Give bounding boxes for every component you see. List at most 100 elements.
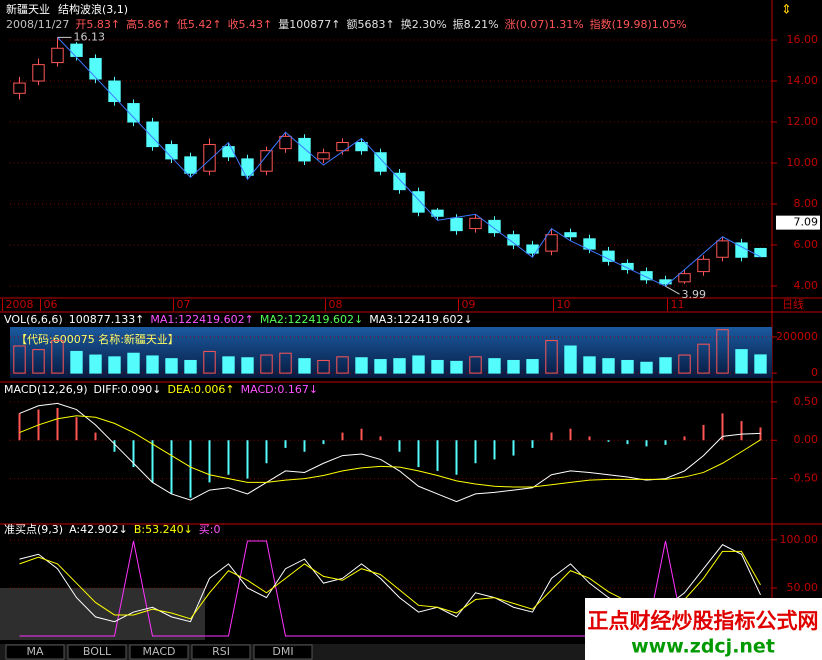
tab[interactable] — [191, 644, 251, 660]
volume-bar — [602, 358, 615, 374]
scroll-icon[interactable]: ⇕ — [781, 3, 792, 18]
candle-body — [621, 262, 634, 271]
volume-bar — [13, 345, 26, 374]
volume-bar — [184, 359, 197, 374]
trough-leader — [665, 285, 680, 295]
candle-body — [70, 43, 83, 57]
tab-label[interactable]: MA — [26, 645, 43, 658]
volume-bar — [621, 359, 634, 374]
readout-text: MA3:122419.602↓ — [369, 313, 472, 326]
x-tick-label: 06 — [44, 298, 58, 311]
readout-text: 低5.42↑ — [177, 18, 222, 31]
readout-text: 振8.21% — [453, 17, 499, 31]
period-label: 日线 — [782, 297, 804, 311]
tab[interactable] — [67, 644, 127, 660]
volume-bar — [697, 343, 710, 374]
tab[interactable] — [129, 644, 189, 660]
readout-text: 指数(19.98)1.05% — [590, 17, 687, 31]
volume-bar — [127, 352, 140, 374]
wave-line — [57, 37, 761, 287]
candle-body — [336, 142, 349, 152]
volume-bar — [317, 359, 330, 374]
y-tick-label: -0.50 — [790, 472, 818, 485]
volume-bar — [754, 354, 767, 374]
watermark-url: www.zdcj.net — [631, 636, 775, 658]
tab-label[interactable]: BOLL — [83, 645, 112, 658]
volume-bar — [260, 354, 273, 374]
panel-title: 准买点(9,3) — [4, 523, 63, 536]
volume-bar — [336, 356, 349, 374]
candle-body — [431, 209, 444, 217]
y-tick-label: 0.50 — [794, 395, 819, 408]
volume-bar — [469, 356, 482, 374]
indicator-name: 结构波浪(3,1) — [58, 2, 128, 16]
macd-line — [19, 415, 761, 488]
macd-line — [19, 402, 761, 503]
candle-body — [203, 144, 216, 172]
x-tick-label: 2008 — [6, 298, 34, 311]
tab-label[interactable]: DMI — [272, 645, 293, 658]
y-tick-label: 50.00 — [787, 581, 819, 594]
candle-body — [298, 137, 311, 162]
readout-text: B:53.240↓ — [134, 523, 193, 536]
candle-body — [754, 247, 767, 258]
candle-body — [146, 121, 159, 148]
candle-body — [450, 217, 463, 232]
volume-bar — [659, 357, 672, 374]
peak-label: 16.13 — [74, 30, 106, 43]
volume-bar — [678, 354, 691, 374]
volume-bar — [545, 340, 558, 374]
volume-bar — [640, 361, 653, 374]
y-tick-label: 16.00 — [787, 33, 819, 46]
volume-bar — [146, 355, 159, 374]
y-tick-label: 10.00 — [787, 156, 819, 169]
volume-bar — [507, 359, 520, 374]
panel-title: VOL(6,6,6) — [4, 313, 63, 326]
volume-bar — [393, 358, 406, 374]
readout-text: MA2:122419.602↓ — [260, 313, 363, 326]
candle-body — [89, 57, 102, 80]
volume-bar — [526, 359, 539, 374]
candle-body — [127, 103, 140, 123]
volume-bar — [108, 356, 121, 374]
x-tick-label: 07 — [177, 298, 191, 311]
volume-bar — [298, 358, 311, 374]
volume-bar — [355, 357, 368, 374]
candle-body — [13, 82, 26, 94]
volume-bar — [412, 355, 425, 374]
readout-text: 高5.86↑ — [126, 17, 171, 31]
panel-title: MACD(12,26,9) — [4, 383, 88, 396]
volume-bar — [374, 359, 387, 374]
volume-bar — [488, 358, 501, 374]
trough-label: 3.99 — [682, 288, 707, 301]
candle-body — [108, 80, 121, 103]
x-tick-label: 11 — [671, 298, 685, 311]
readout-text: 2008/11/27 — [6, 18, 69, 31]
volume-bar — [70, 350, 83, 374]
readout-text: MACD:0.167↓ — [241, 383, 318, 396]
candle-body — [507, 234, 520, 246]
tab-label[interactable]: MACD — [143, 645, 176, 658]
tab[interactable] — [253, 644, 313, 660]
y-tick-label: 12.00 — [787, 115, 819, 128]
y-tick-label: 200000 — [776, 330, 818, 343]
volume-bar — [89, 354, 102, 374]
volume-bar — [203, 350, 216, 374]
candle-body — [355, 142, 368, 152]
y-tick-label: 0 — [811, 366, 818, 379]
volume-bar — [564, 345, 577, 374]
blurred-panel — [0, 588, 205, 640]
volume-bar — [32, 349, 45, 374]
candle-body — [260, 150, 273, 172]
candle-body — [32, 64, 45, 82]
tab-label[interactable]: RSI — [212, 645, 230, 658]
y-tick-label: 8.00 — [794, 197, 819, 210]
readout-text: 换2.30% — [401, 17, 447, 31]
price-tag-box — [776, 215, 820, 230]
candle-body — [374, 152, 387, 172]
volume-bar — [583, 356, 596, 374]
candle-body — [697, 258, 710, 273]
tab[interactable] — [5, 644, 65, 660]
stock-info: 【代码:600075 名称:新疆天业】 — [16, 332, 179, 346]
